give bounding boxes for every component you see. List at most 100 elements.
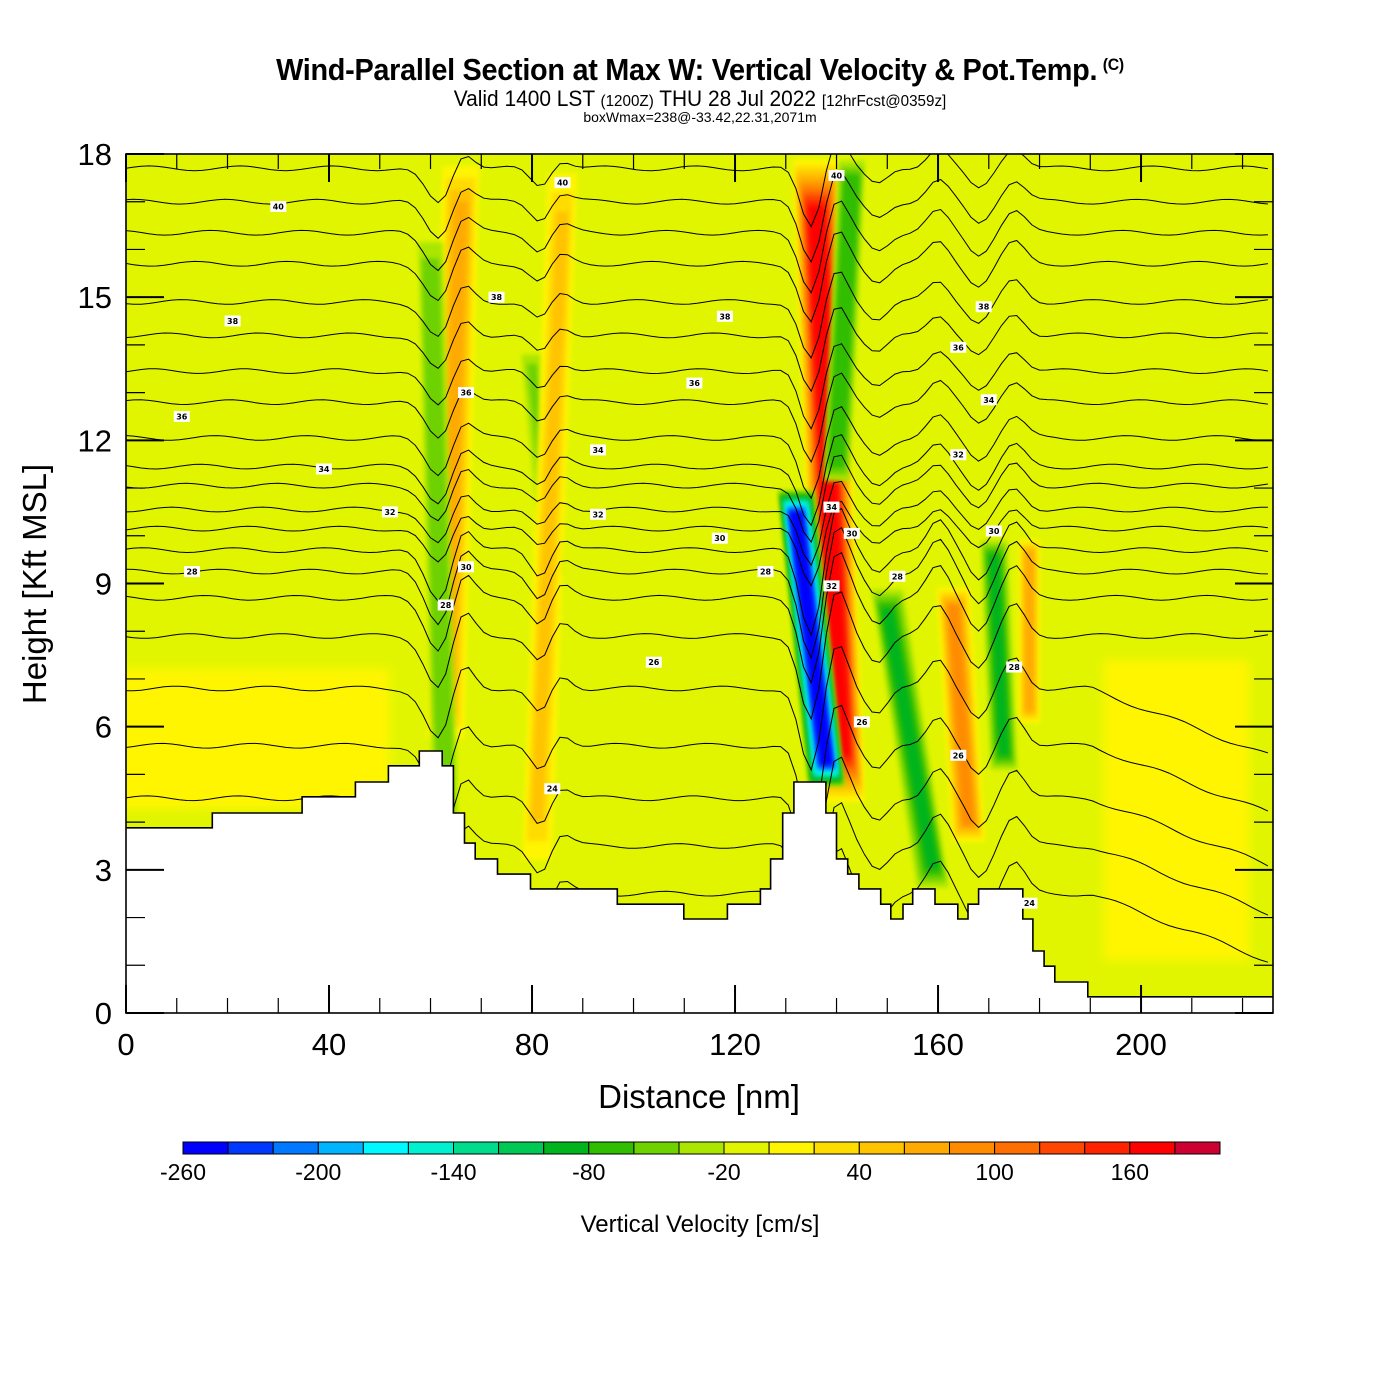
contour-label-box — [458, 387, 474, 399]
valid-time: Valid 1400 LST — [453, 86, 595, 111]
isentrope-line — [126, 231, 1268, 323]
y-tick-label: 6 — [95, 710, 112, 745]
contour-label-text: 34 — [318, 465, 330, 474]
contour-label: 36 — [686, 377, 703, 389]
contour-label-box — [757, 566, 774, 578]
contour-label-text: 24 — [547, 785, 559, 794]
contour-label-box — [381, 506, 398, 518]
contour-label-box — [828, 170, 845, 181]
colorbar-tick-label: -80 — [572, 1159, 605, 1185]
yellow-lowlevel-left — [126, 668, 390, 809]
contour-label-text: 32 — [826, 582, 837, 591]
contour-label: 32 — [381, 506, 398, 518]
contour-label: 34 — [980, 394, 997, 406]
contour-label: 28 — [889, 570, 906, 582]
updraft-band-2 — [531, 212, 569, 822]
contour-label-text: 28 — [1009, 663, 1021, 672]
colorbar-tick-label: 160 — [1111, 1159, 1149, 1185]
colorbar-swatch — [1084, 1141, 1131, 1155]
contour-label-box — [645, 656, 662, 668]
contour-label: 34 — [315, 463, 332, 475]
downdraft-band-1 — [425, 275, 451, 797]
y-tick-label: 9 — [95, 567, 112, 602]
colorbar-tick-label: -260 — [160, 1159, 206, 1185]
contour-label-text: 24 — [1024, 899, 1036, 908]
colorbar-swatch — [182, 1141, 229, 1155]
isentrope-line — [126, 372, 1268, 464]
contour-label-box — [889, 570, 906, 582]
contour-label-box — [488, 291, 505, 303]
contour-label-text: 30 — [714, 534, 726, 543]
contour-label-text: 28 — [892, 572, 904, 581]
contour-label: 30 — [458, 561, 474, 573]
contour-label: 30 — [843, 527, 860, 539]
contour-label-box — [590, 508, 606, 520]
colorbar-swatch — [362, 1141, 409, 1155]
contour-label-text: 28 — [440, 601, 452, 610]
contour-label-box — [686, 377, 703, 389]
contour-label: 40 — [828, 170, 845, 181]
isentrope-line — [126, 646, 1269, 772]
contour-label-text: 28 — [186, 568, 198, 577]
y-tick-label: 0 — [95, 996, 112, 1031]
contour-label-text: 32 — [592, 510, 603, 519]
x-tick-label: 200 — [1115, 1027, 1167, 1062]
contour-label-text: 30 — [460, 563, 472, 572]
isentrope-line — [126, 154, 1268, 228]
valid-utc: (1200Z) — [600, 93, 654, 110]
contour-label-text: 34 — [592, 446, 604, 455]
downdraft-band-main — [789, 512, 833, 765]
x-tick-label: 40 — [312, 1027, 346, 1062]
colorbar-tick-label: -200 — [295, 1159, 341, 1185]
colorbar — [182, 1141, 1221, 1155]
colorbar-swatch — [543, 1141, 590, 1155]
contour-label-text: 26 — [648, 658, 660, 667]
contour-label: 38 — [716, 310, 733, 322]
isentrope-line — [126, 507, 1268, 637]
isentrope-line — [126, 480, 1268, 567]
contour-label-box — [716, 310, 733, 322]
contour-label: 38 — [224, 315, 241, 327]
colorbar-swatch — [272, 1141, 319, 1155]
contour-label-box — [823, 501, 840, 513]
y-tick-labels: 0 3 6 9 12 15 18 — [78, 137, 112, 1031]
contour-label-text: 36 — [460, 389, 472, 398]
contour-label: 24 — [544, 783, 561, 795]
contour-label: 28 — [757, 566, 774, 578]
contour-label-box — [173, 411, 190, 422]
contour-label-box — [823, 580, 840, 592]
contour-label-box — [853, 716, 870, 728]
contour-label: 36 — [950, 341, 967, 353]
box-max-info: boxWmax=238@-33.42,22.31,2071m — [583, 109, 817, 125]
colorbar-swatch — [407, 1141, 454, 1155]
colorbar-swatch — [1039, 1141, 1086, 1155]
colorbar-swatch — [498, 1141, 545, 1155]
contour-label-box — [950, 749, 967, 761]
contour-label: 26 — [950, 749, 967, 761]
contour-label-box — [1021, 897, 1038, 909]
colorbar-swatch — [453, 1141, 500, 1155]
contour-label-box — [950, 341, 967, 353]
contour-label-text: 38 — [978, 303, 990, 312]
contour-label-text: 30 — [846, 529, 858, 538]
plot-area: 40 40 40 38 38 38 38 36 36 36 36 34 34 34 34 32 32 32 32 30… — [126, 154, 1273, 1013]
contour-label: 32 — [590, 508, 606, 520]
isentrope-line — [126, 591, 1268, 721]
contour-label-text: 36 — [176, 413, 188, 422]
colorbar-tick-label: -140 — [430, 1159, 476, 1185]
colorbar-tick-label: 100 — [975, 1159, 1013, 1185]
copyright-mark: (C) — [1102, 55, 1124, 74]
contour-label: 32 — [950, 449, 967, 461]
title-text: Wind-Parallel Section at Max W: Vertical… — [276, 52, 1098, 87]
colorbar-swatch — [588, 1141, 635, 1155]
yellow-lowlevel-right — [1103, 659, 1250, 961]
contour-label: 36 — [458, 387, 474, 399]
downdraft-band-3 — [881, 608, 940, 869]
chart-title: Wind-Parallel Section at Max W: Vertical… — [49, 52, 1351, 88]
contour-label-text: 32 — [953, 451, 964, 460]
colorbar-swatch — [1129, 1141, 1176, 1155]
x-axis-label: Distance [nm] — [598, 1078, 800, 1115]
contour-label: 30 — [711, 532, 728, 544]
colorbar-tick-labels: -260 -200 -140 -80 -20 40 100 160 — [160, 1159, 1149, 1185]
colorbar-swatch — [768, 1141, 815, 1155]
